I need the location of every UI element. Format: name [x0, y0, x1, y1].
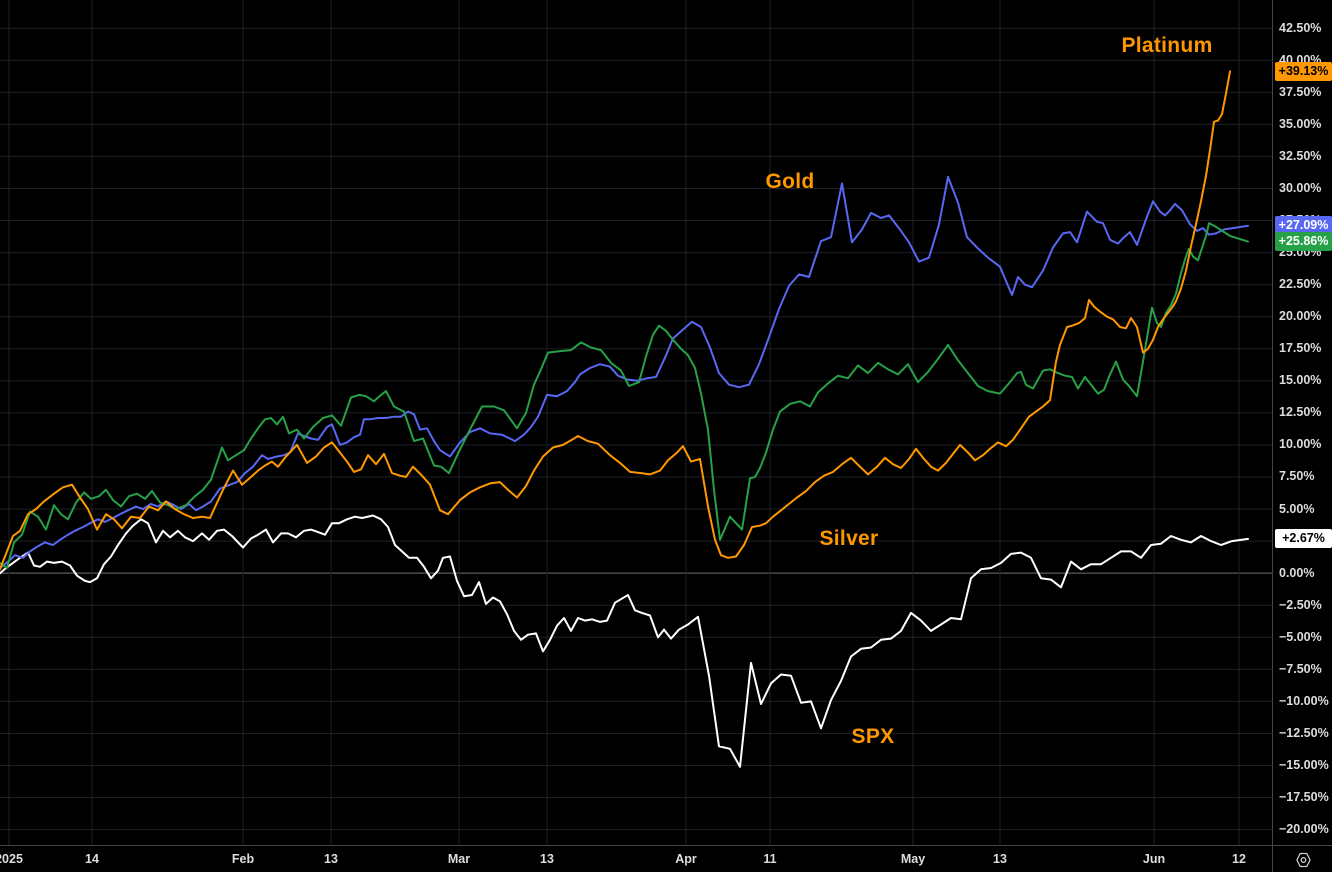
price-axis-label: −17.50% [1279, 790, 1329, 805]
price-axis-label: 32.50% [1279, 148, 1322, 163]
price-axis-label: 0.00% [1279, 565, 1315, 580]
axis-settings-corner [1272, 845, 1332, 872]
price-axis-label: 20.00% [1279, 309, 1322, 324]
series-line-silver[interactable] [0, 222, 1249, 569]
text-annotation-platinum[interactable]: Platinum [1121, 34, 1213, 57]
price-scale-settings-icon[interactable] [1295, 852, 1312, 868]
time-axis-label: 2025 [0, 852, 23, 866]
price-axis-label: 5.00% [1279, 501, 1315, 516]
time-axis-label: May [900, 852, 926, 866]
text-annotation-spx[interactable]: SPX [851, 725, 895, 748]
price-axis-label: −15.00% [1279, 758, 1329, 772]
price-axis-label: −7.50% [1279, 661, 1322, 676]
text-annotation-gold[interactable]: Gold [765, 170, 815, 193]
price-axis-label: 10.00% [1279, 437, 1322, 452]
price-axis-label: 30.00% [1279, 180, 1322, 195]
time-axis-label: 11 [763, 852, 777, 866]
series-line-platinum[interactable] [0, 70, 1231, 571]
price-tag-platinum: +39.13% [1275, 61, 1332, 81]
price-axis-label: 37.50% [1279, 84, 1322, 99]
series-line-spx[interactable] [0, 514, 1249, 768]
text-annotation-silver[interactable]: Silver [819, 527, 879, 550]
time-axis-label: 13 [993, 852, 1007, 866]
time-axis-label: Feb [231, 852, 255, 866]
time-axis[interactable]: 2025 14 Feb 13 Mar 13 Apr 11 May 13 Jun 12 [0, 845, 1272, 872]
price-axis-label: 35.00% [1279, 116, 1322, 131]
price-axis-label: −2.50% [1279, 597, 1322, 612]
price-axis-label: −12.50% [1279, 725, 1329, 740]
price-tag-spx: +2.67% [1275, 529, 1332, 549]
price-axis[interactable]: 42.50%40.00%37.50%35.00%32.50%30.00%27.5… [1272, 0, 1332, 845]
time-axis-label: Mar [447, 852, 471, 866]
series-line-gold[interactable] [0, 175, 1249, 569]
time-axis-label: 14 [85, 852, 99, 866]
price-axis-label: 15.00% [1279, 373, 1322, 388]
price-axis-label: 17.50% [1279, 341, 1322, 356]
price-tag-gold: +27.09% [1275, 216, 1332, 236]
price-axis-label: 7.50% [1279, 469, 1315, 484]
price-axis-label: −10.00% [1279, 693, 1329, 708]
time-axis-label: Apr [675, 852, 697, 866]
time-axis-label: Jun [1142, 852, 1166, 866]
time-axis-label: 12 [1232, 852, 1246, 866]
price-axis-label: 22.50% [1279, 277, 1322, 292]
time-axis-label: 13 [540, 852, 554, 866]
price-axis-label: 12.50% [1279, 405, 1322, 420]
price-axis-label: 42.50% [1279, 20, 1322, 35]
price-axis-label: −20.00% [1279, 822, 1329, 837]
price-axis-label: −5.00% [1279, 629, 1322, 644]
price-tag-silver: +25.86% [1275, 232, 1332, 252]
time-axis-label: 13 [324, 852, 338, 866]
price-chart-pane[interactable]: Platinum Gold Silver SPX [0, 0, 1272, 845]
